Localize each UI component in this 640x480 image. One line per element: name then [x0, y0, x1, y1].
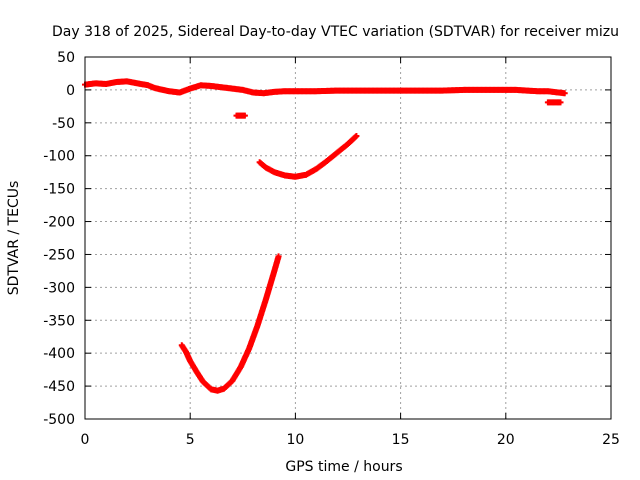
y-tick-label: -150 [43, 182, 75, 198]
y-tick-label: -400 [43, 346, 75, 362]
series-group [233, 112, 248, 119]
y-tick-label: -500 [43, 412, 75, 428]
y-axis-ticks: 50 0 -50 -100 -150 -200 -250 -300 -350 -400 -450 -5… [43, 50, 611, 428]
data-point [275, 253, 282, 260]
data-point [561, 90, 568, 97]
y-tick-label: -200 [43, 215, 75, 231]
chart-title: Day 318 of 2025, Sidereal Day-to-day VTE… [52, 24, 619, 40]
x-tick-label: 25 [602, 432, 620, 448]
series-group [82, 78, 568, 97]
y-tick-label: -300 [43, 280, 75, 296]
series-group [544, 99, 564, 106]
y-tick-label: -250 [43, 247, 75, 263]
data-point [557, 99, 564, 106]
x-axis-title: GPS time / hours [285, 459, 402, 475]
grid-lines [85, 57, 611, 419]
series-group [178, 253, 282, 394]
y-tick-label: -450 [43, 379, 75, 395]
data-series [82, 78, 568, 394]
x-tick-label: 0 [81, 432, 90, 448]
y-tick-label: -350 [43, 313, 75, 329]
y-tick-label: -100 [43, 149, 75, 165]
x-tick-label: 20 [497, 432, 515, 448]
x-tick-label: 5 [186, 432, 195, 448]
x-tick-label: 10 [286, 432, 304, 448]
y-axis-title: SDTVAR / TECUs [6, 181, 22, 296]
x-tick-label: 15 [392, 432, 410, 448]
y-tick-label: 0 [66, 83, 75, 99]
plot-frame [84, 56, 612, 420]
data-point [353, 132, 360, 139]
y-tick-label: -50 [52, 116, 75, 132]
x-axis-ticks: 0 5 10 15 20 25 [81, 57, 620, 448]
series-group [256, 132, 360, 180]
y-tick-label: 50 [57, 50, 75, 66]
data-point [241, 112, 248, 119]
